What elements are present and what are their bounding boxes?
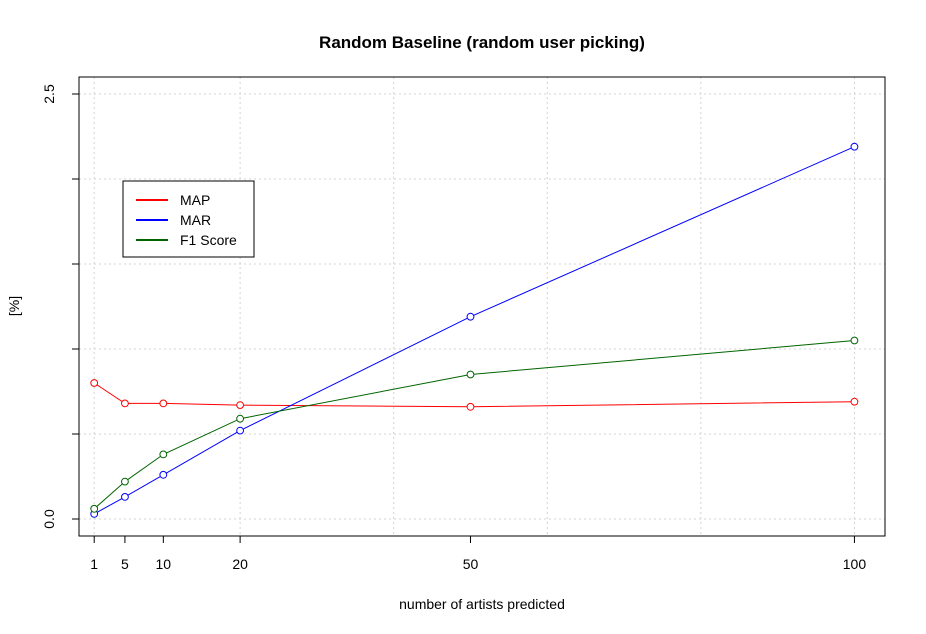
data-point-mar (850, 142, 859, 151)
series-map (90, 379, 859, 411)
data-point-mar (236, 426, 245, 435)
data-point-f1-score (159, 450, 168, 459)
x-tick-label: 5 (121, 556, 129, 572)
y-tick-label: 0.0 (41, 509, 57, 529)
x-tick-label: 1 (90, 556, 98, 572)
series-line-mar (93, 146, 855, 515)
data-point-mar (159, 470, 168, 479)
data-point-f1-score (466, 370, 475, 379)
plot-frame (78, 76, 886, 537)
x-tick-label: 20 (232, 556, 248, 572)
x-tick-label: 10 (156, 556, 172, 572)
y-tick-label: 2.5 (41, 84, 57, 104)
legend-label: MAR (180, 212, 211, 228)
legend-label: F1 Score (180, 232, 237, 248)
data-point-mar (466, 312, 475, 321)
series-line-map (93, 382, 855, 408)
x-axis: 1 5 10 20 50 100 (90, 535, 867, 572)
data-point-f1-score (236, 414, 245, 423)
legend-item-f1-score: F1 Score (136, 232, 237, 248)
grid (79, 77, 885, 536)
data-point-map (466, 402, 475, 411)
series-f1-score (90, 336, 859, 513)
x-axis-label: number of artists predicted (399, 596, 565, 612)
series-line-f1-score (93, 340, 855, 510)
x-tick-label: 50 (463, 556, 479, 572)
legend: MAP MAR F1 Score (122, 180, 255, 258)
data-point-map (236, 401, 245, 410)
y-axis-label: [%] (6, 296, 22, 316)
data-point-f1-score (850, 336, 859, 345)
chart-title: Random Baseline (random user picking) (319, 33, 645, 52)
y-axis: 0.0 2.5 (41, 84, 80, 529)
data-point-mar (121, 493, 129, 501)
data-point-map (850, 397, 859, 406)
data-point-map (159, 399, 168, 408)
data-point-f1-score (121, 477, 129, 486)
series-layer (90, 142, 859, 518)
legend-item-mar: MAR (136, 212, 211, 228)
x-tick-label: 100 (843, 556, 867, 572)
data-point-f1-score (90, 504, 99, 513)
data-point-map (121, 399, 129, 408)
legend-item-map: MAP (136, 192, 210, 208)
data-point-map (90, 379, 99, 387)
legend-label: MAP (180, 192, 210, 208)
